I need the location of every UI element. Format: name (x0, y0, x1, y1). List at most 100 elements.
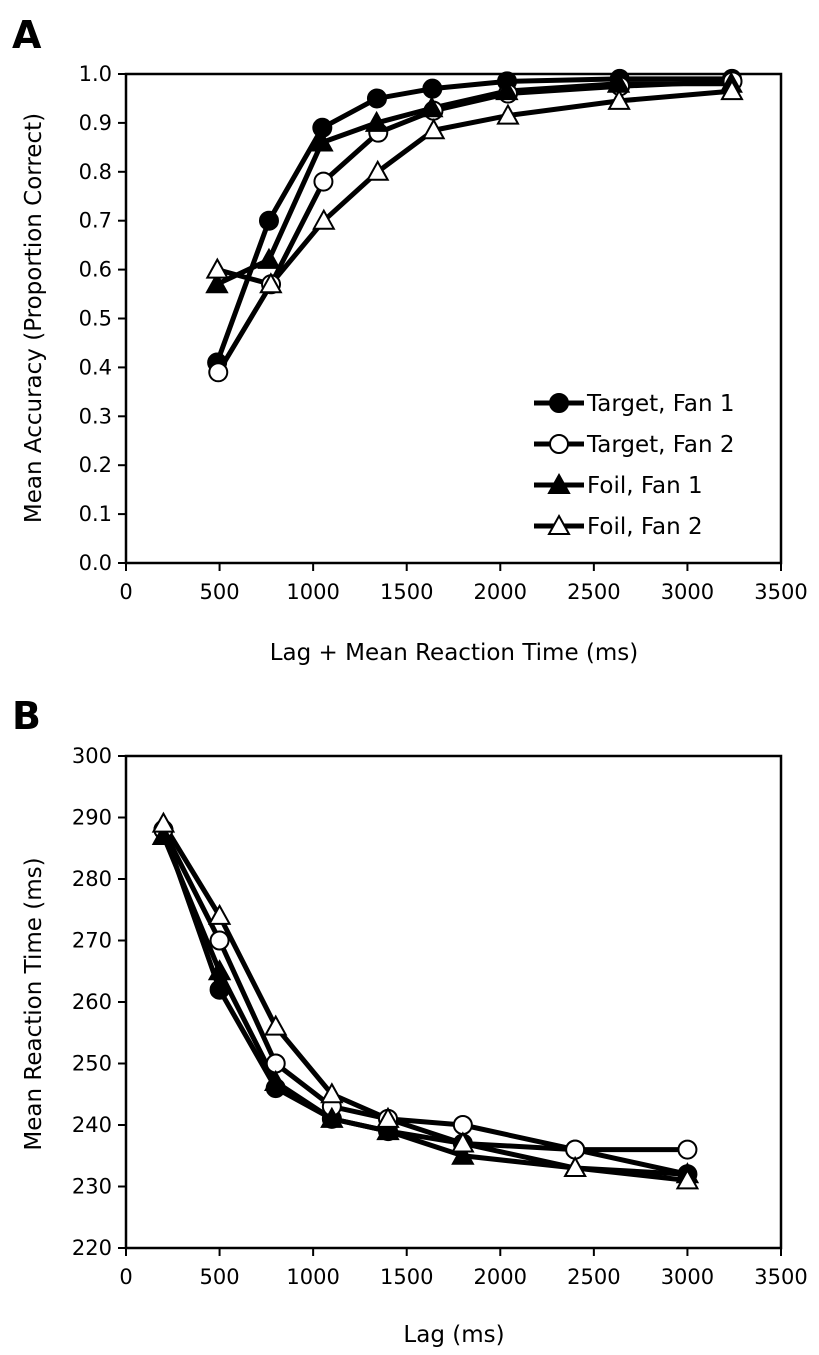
panel-b-x-tick-label: 2500 (567, 1265, 620, 1289)
panel-b-series-2-point (677, 1139, 698, 1160)
legend-marker-1 (549, 393, 569, 413)
panel-b-series-3-point (320, 1106, 344, 1128)
panel-b-series-2-point (565, 1139, 586, 1160)
panel-b-series-4-point (320, 1082, 344, 1104)
panel-b-x-tick-label: 3500 (754, 1265, 807, 1289)
panel-a-y-tick-label: 0.4 (79, 355, 112, 379)
legend-marker-4 (547, 513, 571, 535)
panel-a-series-4-point (259, 272, 283, 294)
panel-a-series-3-point (310, 130, 334, 152)
panel-b-series-line-4 (160, 821, 690, 1183)
panel-b-series-4-point (264, 1014, 288, 1036)
panel-b-series-4-point (675, 1168, 700, 1190)
panel-a-series-2-point (208, 362, 229, 383)
panel-b-series-4-point (151, 811, 176, 833)
panel-a-x-tick-label: 2500 (567, 580, 620, 604)
panel-a-y-tick-label: 0.9 (79, 111, 112, 135)
panel-b-series-1-point (209, 979, 230, 1000)
panel-b-x-tick-label: 1500 (380, 1265, 433, 1289)
panel-b-y-tick-label: 270 (72, 929, 112, 953)
panel-a-x-tick-label: 3000 (661, 580, 714, 604)
panel-a-plot: 0.0 0.1 0.2 0.3 0.4 0.5 0.6 0.7 0.8 0.9 1.0 0 500 100… (79, 62, 808, 604)
panel-b-series-4-point (451, 1131, 475, 1153)
panel-a-series-4-point (496, 103, 520, 125)
panel-a-series-3-point (205, 272, 229, 294)
panel-a-y-tick-label: 0.5 (79, 307, 112, 331)
panel-a-x-axis-title: Lag + Mean Reaction Time (ms) (270, 640, 639, 666)
panel-a-series-4-point (205, 257, 230, 279)
panel-a-series-4-point (607, 88, 631, 110)
panel-a-y-tick-label: 0.6 (79, 258, 112, 282)
panel-b-series-4-point (376, 1106, 400, 1128)
panel-a-y-axis-title: Mean Accuracy (Proportion Correct) (21, 113, 47, 523)
panel-b-y-tick-label: 280 (72, 867, 112, 891)
panel-b-y-tick-label: 240 (72, 1113, 112, 1137)
panel-a-y-tick-label: 0.1 (79, 502, 112, 526)
panel-b-x-tick-label: 2000 (474, 1265, 527, 1289)
panel-a-x-tick-label: 1500 (380, 580, 433, 604)
panel-b-series-3-point (264, 1069, 288, 1091)
panel-a-series-line-2 (215, 78, 736, 375)
legend-marker-2 (549, 434, 569, 454)
panel-b-y-tick-label: 230 (72, 1175, 112, 1199)
panel-b-y-tick-label: 220 (72, 1236, 112, 1260)
panel-b-series-4-point (563, 1155, 587, 1178)
legend-label-2: Target, Fan 2 (586, 432, 735, 458)
panel-a-series-1-point (422, 78, 443, 99)
panel-a-x-tick-label: 0 (119, 580, 132, 604)
panel-a-series-4-point (421, 118, 446, 140)
panel-b-y-tick-label: 250 (72, 1052, 112, 1076)
panel-b-series-2-point (452, 1115, 473, 1135)
panel-a-series-1-point (258, 210, 279, 231)
panel-b-x-tick-label: 0 (119, 1265, 132, 1289)
panel-a-series-line-3 (214, 81, 734, 287)
panel-b-series-3-point (207, 959, 232, 981)
panel-a-y-tick-label: 0.8 (79, 160, 112, 184)
panel-b-series-3-point (451, 1143, 475, 1165)
panel-b-series-2-point (265, 1053, 286, 1074)
panel-a-series-4-point (312, 208, 336, 230)
panel-a-series-line-4 (214, 88, 735, 287)
panel-a: A 0.0 0.1 0.2 0.3 0.4 0.5 0.6 0.7 0.8 0.9 1.0 0 500 1… (12, 13, 808, 666)
panel-a-series-2-point (313, 171, 334, 192)
panel-a-series-1-point (366, 88, 387, 109)
panel-b-y-tick-label: 290 (72, 806, 112, 830)
panel-a-y-tick-label: 0.0 (79, 551, 112, 575)
panel-b-x-tick-label: 500 (200, 1265, 240, 1289)
panel-a-series-3-point (257, 247, 281, 269)
panel-a-series-4-point (720, 79, 744, 101)
panel-a-y-tick-label: 0.3 (79, 404, 112, 428)
panel-b-x-tick-label: 1000 (286, 1265, 339, 1289)
panel-a-x-tick-label: 2000 (474, 580, 527, 604)
legend-label-1: Target, Fan 1 (586, 391, 735, 417)
panel-a-y-tick-label: 1.0 (79, 62, 112, 86)
panel-b-x-tick-label: 3000 (661, 1265, 714, 1289)
panel-a-series-3-point (495, 79, 519, 101)
panel-b-x-axis-title: Lag (ms) (403, 1322, 504, 1348)
panel-a-legend: Target, Fan 1 Target, Fan 2 Foil, Fan 1 Foi… (534, 391, 735, 540)
panel-b-series-3-point (376, 1119, 400, 1141)
panel-a-x-tick-label: 500 (200, 580, 240, 604)
panel-a-letter: A (12, 13, 42, 57)
panel-b-series-2-point (209, 930, 230, 951)
panel-a-series-3-point (420, 96, 444, 118)
panel-a-series-4-point (366, 159, 390, 181)
panel-a-series-line-1 (214, 76, 735, 366)
panel-b-series-3-point (151, 823, 176, 845)
legend-marker-3 (547, 472, 571, 494)
legend-label-4: Foil, Fan 2 (587, 514, 703, 540)
panel-b-y-axis-title: Mean Reaction Time (ms) (21, 857, 47, 1150)
panel-b-series-4-point (207, 903, 232, 925)
panel-a-y-tick-label: 0.7 (79, 209, 112, 233)
panel-a-x-tick-label: 1000 (286, 580, 339, 604)
panel-b-letter: B (12, 694, 41, 738)
panel-b-series-line-2 (160, 827, 690, 1153)
panel-a-x-tick-label: 3500 (754, 580, 807, 604)
panel-b-y-tick-label: 300 (72, 744, 112, 768)
panel-a-series-3-point (364, 110, 389, 132)
panel-a-y-tick-label: 0.2 (79, 453, 112, 477)
panel-b-y-tick-label: 260 (72, 990, 112, 1014)
